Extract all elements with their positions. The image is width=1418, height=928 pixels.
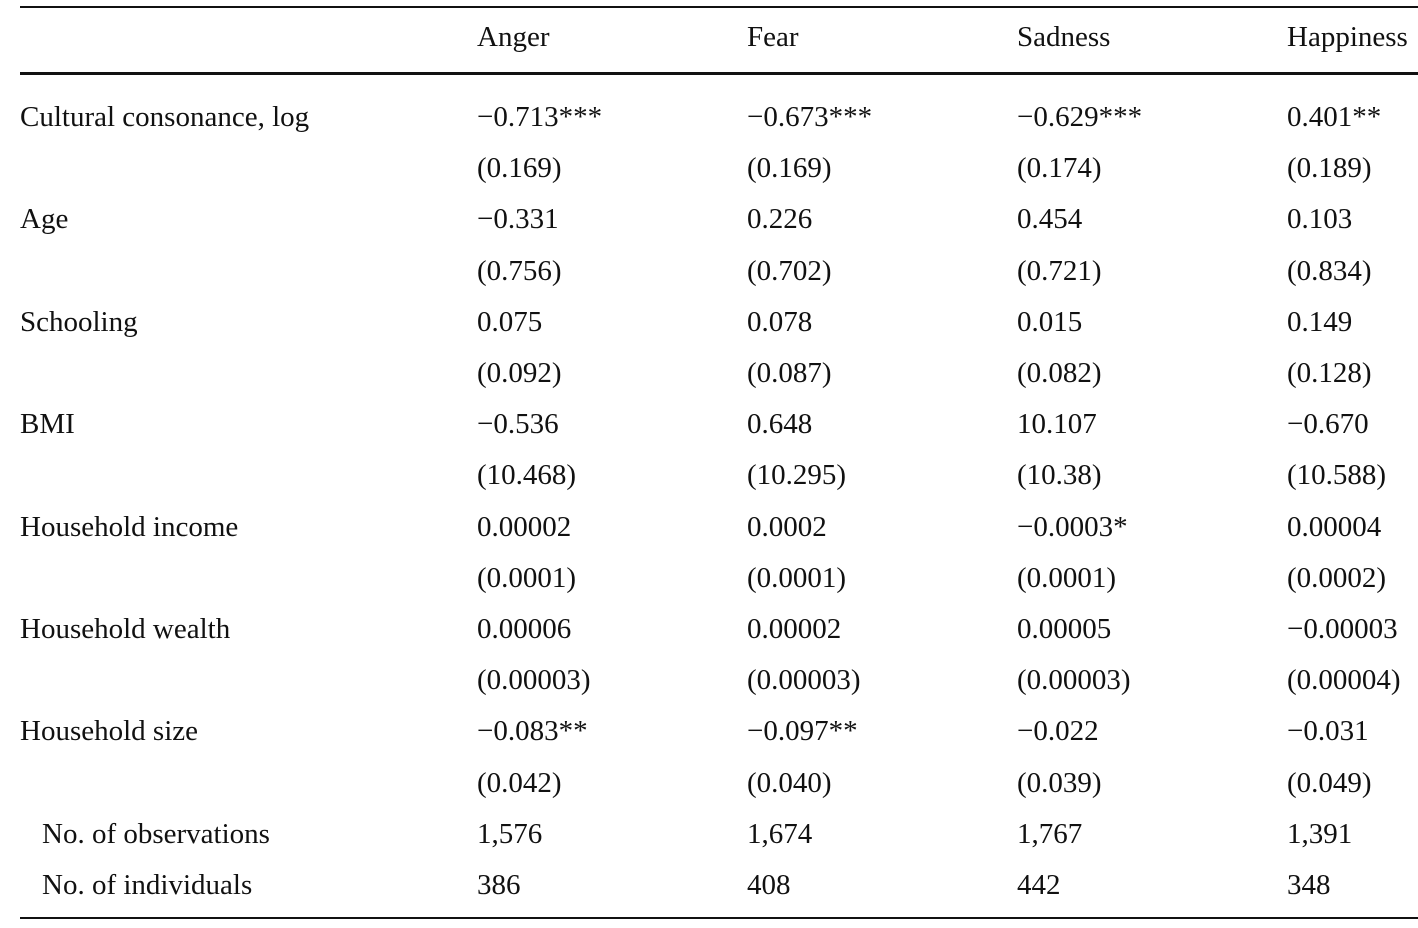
coefficient: −0.670 bbox=[1287, 408, 1369, 441]
standard-error: (0.721) bbox=[1017, 254, 1102, 287]
standard-error: (0.834) bbox=[1287, 254, 1372, 287]
coefficient: −0.536 bbox=[477, 408, 559, 441]
standard-error: (0.092) bbox=[477, 357, 562, 389]
coefficient: −0.0003* bbox=[1017, 510, 1128, 543]
standard-error: (0.0001) bbox=[747, 561, 847, 594]
coefficient: 0.078 bbox=[747, 305, 813, 338]
standard-error: (0.040) bbox=[747, 766, 832, 799]
standard-error: (0.00003) bbox=[477, 664, 591, 697]
standard-error: (0.082) bbox=[1017, 357, 1102, 389]
standard-error: (0.0001) bbox=[1017, 561, 1117, 594]
coefficient: 0.075 bbox=[477, 305, 543, 338]
coefficient: 0.149 bbox=[1287, 305, 1353, 338]
coefficient: 0.00004 bbox=[1287, 510, 1382, 543]
coefficient: −0.022 bbox=[1017, 715, 1099, 748]
stat-value: 408 bbox=[747, 869, 791, 901]
standard-error: (0.0002) bbox=[1287, 561, 1387, 594]
standard-error: (0.00003) bbox=[747, 664, 861, 697]
coefficient: 0.103 bbox=[1287, 203, 1353, 236]
header-rule bbox=[20, 72, 1418, 75]
standard-error: (0.756) bbox=[477, 254, 562, 287]
standard-error: (0.00004) bbox=[1287, 664, 1401, 697]
coefficient: 0.00002 bbox=[477, 510, 572, 543]
row-label: Household income bbox=[20, 510, 239, 543]
stat-label: No. of individuals bbox=[42, 869, 253, 901]
standard-error: (0.128) bbox=[1287, 357, 1372, 389]
standard-error: (0.702) bbox=[747, 254, 832, 287]
row-label: Household size bbox=[20, 715, 198, 748]
bottom-rule bbox=[20, 917, 1418, 919]
stat-value: 1,576 bbox=[477, 817, 543, 850]
coefficient: −0.331 bbox=[477, 203, 559, 236]
row-label: Household wealth bbox=[20, 613, 231, 645]
stat-value: 1,674 bbox=[747, 817, 813, 850]
coefficient: −0.673*** bbox=[747, 101, 873, 133]
standard-error: (0.087) bbox=[747, 357, 832, 389]
column-header: Happiness bbox=[1287, 21, 1408, 53]
column-header: Sadness bbox=[1017, 21, 1111, 53]
coefficient: 0.226 bbox=[747, 203, 813, 236]
coefficient: −0.629*** bbox=[1017, 101, 1143, 133]
coefficient: 10.107 bbox=[1017, 408, 1097, 441]
standard-error: (10.468) bbox=[477, 459, 577, 492]
stat-value: 1,767 bbox=[1017, 817, 1083, 850]
row-label: Age bbox=[20, 203, 69, 236]
standard-error: (0.039) bbox=[1017, 766, 1102, 799]
top-rule bbox=[20, 6, 1418, 8]
coefficient: 0.648 bbox=[747, 408, 813, 441]
coefficient: 0.454 bbox=[1017, 203, 1083, 236]
standard-error: (0.049) bbox=[1287, 766, 1372, 799]
stat-value: 348 bbox=[1287, 869, 1331, 901]
stat-value: 1,391 bbox=[1287, 817, 1353, 850]
standard-error: (0.169) bbox=[747, 152, 832, 185]
row-label: BMI bbox=[20, 408, 75, 441]
coefficient: −0.00003 bbox=[1287, 613, 1398, 645]
coefficient: −0.713*** bbox=[477, 101, 603, 133]
coefficient: 0.00002 bbox=[747, 613, 842, 645]
coefficient: 0.00006 bbox=[477, 613, 572, 645]
row-label: Cultural consonance, log bbox=[20, 101, 310, 133]
coefficient: 0.00005 bbox=[1017, 613, 1112, 645]
coefficient: 0.015 bbox=[1017, 305, 1083, 338]
coefficient: 0.0002 bbox=[747, 510, 827, 543]
stat-label: No. of observations bbox=[42, 817, 270, 850]
standard-error: (0.189) bbox=[1287, 152, 1372, 185]
coefficient: −0.083** bbox=[477, 715, 588, 748]
column-header: Fear bbox=[747, 21, 799, 53]
coefficient: −0.097** bbox=[747, 715, 858, 748]
stat-value: 442 bbox=[1017, 869, 1061, 901]
standard-error: (0.174) bbox=[1017, 152, 1102, 185]
coefficient: −0.031 bbox=[1287, 715, 1369, 748]
standard-error: (0.00003) bbox=[1017, 664, 1131, 697]
standard-error: (0.169) bbox=[477, 152, 562, 185]
standard-error: (0.042) bbox=[477, 766, 562, 799]
coefficient: 0.401** bbox=[1287, 101, 1382, 133]
standard-error: (10.588) bbox=[1287, 459, 1387, 492]
standard-error: (10.38) bbox=[1017, 459, 1102, 492]
stat-value: 386 bbox=[477, 869, 521, 901]
standard-error: (0.0001) bbox=[477, 561, 577, 594]
row-label: Schooling bbox=[20, 305, 138, 338]
column-header: Anger bbox=[477, 21, 550, 53]
standard-error: (10.295) bbox=[747, 459, 847, 492]
